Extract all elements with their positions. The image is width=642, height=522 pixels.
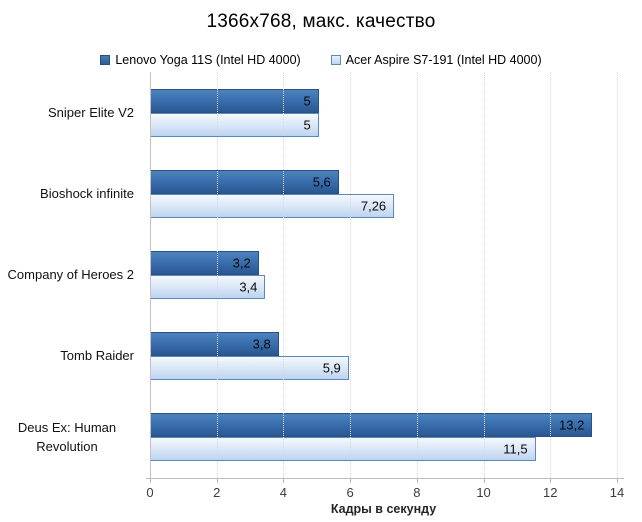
x-tick-label: 4 (279, 485, 288, 500)
gridline (483, 72, 485, 478)
tick-mark (483, 478, 485, 483)
gridline (617, 72, 618, 478)
tick-mark (150, 478, 151, 483)
x-tick-label: 2 (213, 485, 221, 500)
bar-series-0: 3,2 (150, 251, 259, 275)
category-label: Sniper Elite V2 (0, 72, 143, 153)
bar-value-label: 3,8 (252, 336, 271, 352)
plot-area: 5 5 5,6 7,26 3,2 3,4 3,8 5,9 13,2 11,5 (150, 72, 618, 483)
legend: Lenovo Yoga 11S (Intel HD 4000) Acer Asp… (0, 53, 642, 67)
bar-series-1: 7,26 (150, 193, 395, 218)
bar-series-0: 5 (150, 88, 319, 113)
category-label-text: Sniper Elite V2 (48, 104, 134, 120)
category-label: Tomb Raider (0, 316, 143, 397)
gridline (283, 72, 285, 478)
x-tick-labels: 0 2 4 6 8 10 12 14 (146, 485, 624, 501)
legend-swatch-dark-icon (100, 55, 111, 65)
category-label-text: Bioshock infinite (40, 186, 134, 202)
bar-series-1: 11,5 (150, 437, 536, 462)
x-tick-label: 6 (346, 485, 354, 500)
bar-group: 5,6 7,26 (150, 153, 617, 234)
x-tick-label: 14 (609, 485, 625, 500)
tick-mark (283, 478, 285, 483)
x-tick-label: 8 (413, 485, 421, 500)
bar-series-0: 13,2 (150, 413, 593, 438)
gridline (416, 72, 418, 478)
bar-value-label: 3,2 (232, 255, 251, 271)
bar-value-label: 3,4 (239, 279, 258, 295)
gridline (150, 72, 151, 478)
tick-mark (216, 478, 218, 483)
category-label-text: Tomb Raider (60, 348, 134, 364)
legend-swatch-light-icon (330, 55, 341, 65)
bar-series-0: 3,8 (150, 332, 279, 357)
category-label: Company of Heroes 2 (0, 234, 143, 315)
bar-series-1: 5 (150, 112, 319, 137)
bar-value-label: 11,5 (503, 441, 528, 457)
bar-group: 13,2 11,5 (150, 397, 617, 478)
legend-item-lenovo: Lenovo Yoga 11S (Intel HD 4000) (100, 53, 301, 67)
tick-mark (416, 478, 418, 483)
bar-series-1: 5,9 (150, 356, 349, 381)
legend-label-acer: Acer Aspire S7-191 (Intel HD 4000) (345, 53, 542, 67)
bar-groups: 5 5 5,6 7,26 3,2 3,4 3,8 5,9 13,2 11,5 (150, 72, 617, 478)
legend-label-lenovo: Lenovo Yoga 11S (Intel HD 4000) (115, 53, 301, 67)
bar-group: 3,2 3,4 (150, 234, 617, 315)
chart-title: 1366x768, макс. качество (206, 11, 436, 32)
bar-series-1: 3,4 (150, 275, 266, 299)
x-tick-label: 12 (543, 485, 558, 500)
tick-mark (617, 478, 618, 483)
tick-mark (350, 478, 352, 483)
category-label-text: Deus Ex: Human Revolution (17, 419, 117, 455)
legend-item-acer: Acer Aspire S7-191 (Intel HD 4000) (330, 53, 542, 67)
bar-value-label: 13,2 (559, 417, 585, 433)
gridline (216, 72, 218, 478)
bar-series-0: 5,6 (150, 169, 339, 194)
tick-mark (550, 478, 552, 483)
bar-value-label: 5 (303, 93, 311, 109)
x-tick-label: 0 (146, 485, 154, 500)
gridline (350, 72, 352, 478)
bar-value-label: 5,9 (322, 360, 341, 376)
category-axis: Sniper Elite V2 Bioshock infinite Company … (0, 72, 143, 478)
bar-value-label: 5,6 (312, 174, 331, 190)
category-label: Deus Ex: Human Revolution (0, 397, 143, 478)
x-axis-line (146, 478, 624, 479)
category-label: Bioshock infinite (0, 153, 143, 234)
bar-group: 3,8 5,9 (150, 316, 617, 397)
bar-value-label: 7,26 (360, 198, 387, 214)
x-tick-label: 10 (476, 485, 491, 500)
bar-value-label: 5 (303, 117, 311, 133)
x-axis-title: Кадры в секунду (330, 502, 437, 516)
category-label-text: Company of Heroes 2 (7, 267, 134, 283)
gridline (550, 72, 552, 478)
